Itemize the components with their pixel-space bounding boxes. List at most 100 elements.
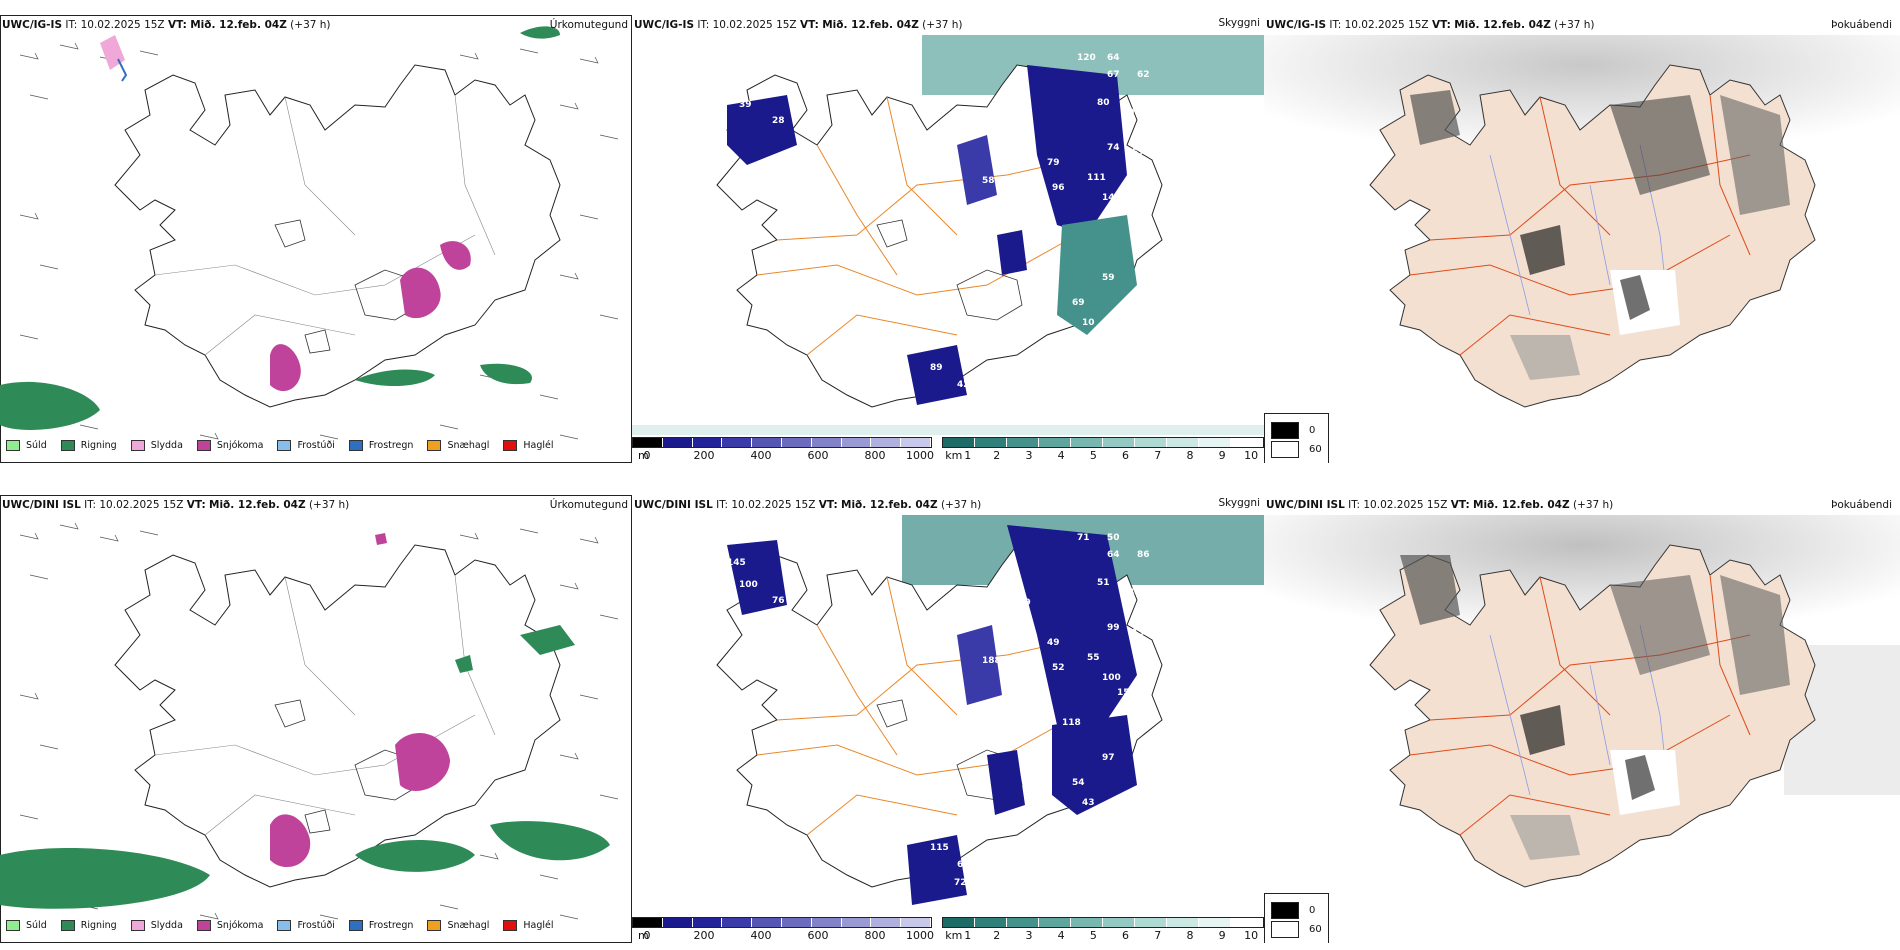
- precip-map: [0, 522, 619, 920]
- cloud-base-value: 74: [1107, 143, 1120, 153]
- cloud-base-value: 96: [1052, 183, 1065, 193]
- legend-swatch: [196, 920, 211, 931]
- tick-label: 3: [1025, 449, 1033, 462]
- cloud-base-value: 57: [1132, 148, 1145, 158]
- cloud-base-value: 73: [964, 833, 977, 843]
- cloud-base-value: 54: [1072, 778, 1085, 788]
- tick-label: 6: [1122, 929, 1130, 942]
- panel-frame: [0, 495, 632, 943]
- cloud-base-value: 59: [1102, 273, 1115, 283]
- legend-swatch: [6, 920, 20, 931]
- precip-legend: Súld Rigning Slydda Snjókoma Frostúði Fr…: [6, 440, 554, 451]
- cloud-base-value: 97: [1102, 753, 1115, 763]
- cloud-base-value: 49: [964, 353, 977, 363]
- tick-label: 0: [643, 929, 651, 942]
- cloud-base-value: 67: [1107, 70, 1120, 80]
- precip-legend: Súld Rigning Slydda Snjókoma Frostúði Fr…: [6, 920, 554, 931]
- legend-item: Rigning: [60, 440, 117, 451]
- tick-label: 5: [1089, 929, 1097, 942]
- legend-item: Snjókoma: [196, 920, 263, 931]
- tick-label: 400: [750, 449, 772, 462]
- tick-label: 7: [1154, 449, 1162, 462]
- cloud-panel-row2: 145 100 76 71 50 64 86 51 84 6 99 137 169 30 188 49 52 55…: [632, 495, 1264, 943]
- tick-label: 200: [693, 449, 715, 462]
- fog-legend: 0 60: [1264, 893, 1329, 943]
- legend-swatch: [1271, 921, 1299, 938]
- cloud-base-value: 120: [1077, 53, 1096, 63]
- fog-legend: 0 60: [1264, 413, 1329, 463]
- legend-swatch: [427, 920, 442, 931]
- cloud-base-value: 10: [1082, 318, 1095, 328]
- tick-label: 600: [807, 449, 829, 462]
- panel-title: Úrkomutegund: [549, 19, 628, 31]
- colorbar-ticks: m 0 200 400 600 800 1000: [632, 448, 934, 462]
- wind-barbs: [19, 522, 619, 920]
- cloudbase-colorbar: m 0 200 400 600 800 1000: [632, 437, 934, 462]
- legend-swatch: [348, 440, 363, 451]
- cloud-base-value: 188: [982, 656, 1001, 666]
- panel-title: Skyggni: [1218, 497, 1261, 509]
- fog-map: [1264, 515, 1900, 888]
- tick-label: 10: [1244, 449, 1259, 462]
- panel-frame: [0, 15, 632, 463]
- cloud-base-value: 14: [1102, 193, 1115, 203]
- tick-label: 1: [964, 929, 972, 942]
- colorbar-bar: [942, 437, 1264, 448]
- cloudbase-colorbar: m 0 200 400 600 800 1000: [632, 917, 934, 942]
- legend-swatch: [503, 440, 518, 451]
- legend-swatch: [6, 440, 20, 451]
- colorbar-unit: m: [638, 929, 649, 942]
- cloud-base-value: 62: [1137, 126, 1150, 136]
- panel-header: UWC/IG-IS IT: 10.02.2025 15Z VT: Mið. 12…: [2, 19, 331, 31]
- tick-label: 9: [1218, 929, 1226, 942]
- legend-swatch: [427, 440, 442, 451]
- fog-legend-item: 60: [1271, 921, 1322, 938]
- cloud-base-value: 89: [930, 363, 943, 373]
- cloud-base-value: 86: [1137, 550, 1150, 560]
- cloud-base-value: 99: [1142, 708, 1155, 718]
- tick-label: 600: [807, 929, 829, 942]
- cloud-base-value: 64: [1107, 53, 1120, 63]
- tick-label: 8: [1186, 929, 1194, 942]
- cloud-base-value: 10: [937, 148, 950, 158]
- visibility-colorbar: km 1 2 3 4 5 6 7 8 9 10: [942, 917, 1264, 942]
- cloud-base-value: 42: [957, 380, 970, 390]
- cloud-base-value: 64: [1107, 550, 1120, 560]
- cloud-base-value: 169: [1012, 598, 1031, 608]
- cloud-base-value: 79: [1047, 158, 1060, 168]
- tick-label: 5: [1089, 449, 1097, 462]
- cloud-base-value: 100: [739, 580, 758, 590]
- visibility-colorbar: km 1 2 3 4 5 6 7 8 9 10: [942, 437, 1264, 462]
- panel-header: UWC/DINI ISL IT: 10.02.2025 15Z VT: Mið.…: [2, 499, 350, 511]
- tick-label: 800: [864, 449, 886, 462]
- legend-swatch: [348, 920, 363, 931]
- legend-item: Snæhagl: [427, 920, 489, 931]
- tick-label: 7: [1154, 929, 1162, 942]
- fog-map: [1264, 35, 1900, 408]
- legend-item: Súld: [6, 920, 47, 931]
- cloud-base-value: 82: [1012, 118, 1025, 128]
- panel-title: Skyggni: [1218, 17, 1261, 29]
- cloud-base-value: 30: [937, 628, 950, 638]
- tick-label: 200: [693, 929, 715, 942]
- legend-item: Snæhagl: [427, 440, 489, 451]
- tick-label: 1000: [906, 929, 934, 942]
- cloud-base-value: 54: [727, 78, 740, 88]
- cloud-base-value: 118: [1062, 718, 1081, 728]
- panel-header: UWC/DINI ISL IT: 10.02.2025 15Z VT: Mið.…: [1266, 499, 1614, 511]
- tick-label: 4: [1057, 449, 1065, 462]
- cloud-base-value: 115: [930, 843, 949, 853]
- panel-title: Úrkomutegund: [549, 499, 628, 511]
- panel-title: Þokuábendi: [1831, 19, 1892, 31]
- cloud-number-labels: 145 100 76 71 50 64 86 51 846 99 137 169 30 188 49 52 55…: [727, 533, 1155, 888]
- legend-item: Súld: [6, 440, 47, 451]
- legend-swatch: [277, 920, 292, 931]
- cloud-base-value: 72: [954, 878, 967, 888]
- cloud-base-value: 50: [1107, 533, 1120, 543]
- cloud-base-value: 80: [1097, 98, 1110, 108]
- legend-item: Snjókoma: [196, 440, 263, 451]
- legend-item: Frostúði: [277, 440, 335, 451]
- tick-label: 4: [1057, 929, 1065, 942]
- cloud-base-value: 137: [1132, 628, 1151, 638]
